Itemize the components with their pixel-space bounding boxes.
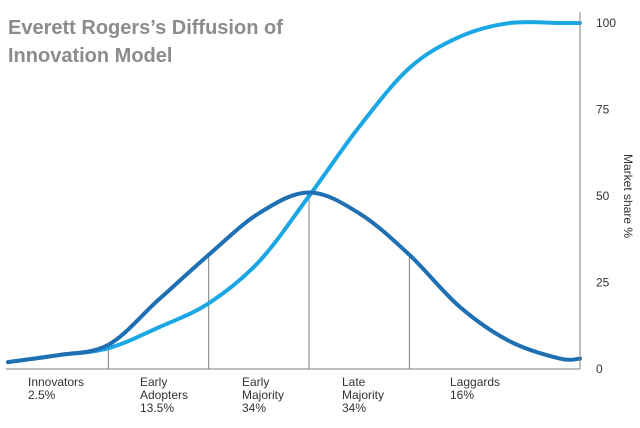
chart-title-line-2: Innovation Model (8, 45, 172, 67)
segment-label-line: Majority (342, 388, 384, 402)
curves (6, 19, 582, 365)
segment-label-line: Majority (242, 388, 284, 402)
segment-label-line: Early (140, 375, 167, 389)
segment-label-line: 13.5% (140, 401, 174, 415)
market-share-curve-line (6, 19, 582, 365)
y-tick-label: 0 (596, 362, 603, 376)
segment-label: Early Majority 34% (242, 375, 284, 415)
adoption-curve-line (6, 190, 582, 365)
segment-label-line: 2.5% (28, 388, 56, 402)
segment-boundaries (107, 192, 410, 369)
segment-label: Late Majority 34% (342, 375, 384, 415)
y-tick-label: 50 (596, 189, 610, 203)
segment-label-line: Late (342, 375, 366, 389)
segment-labels: Innovators 2.5%Early Adopters 13.5%Early Maj… (28, 375, 500, 415)
segment-label-line: Laggards (450, 375, 500, 389)
segment-label: Early Adopters 13.5% (140, 375, 188, 415)
y-tick-label: 25 (596, 276, 610, 290)
segment-label: Innovators 2.5% (28, 375, 84, 402)
chart-title: Everett Rogers’s Diffusion of Innovation… (8, 17, 283, 67)
segment-label-line: 34% (342, 401, 366, 415)
segment-label-line: Innovators (28, 375, 84, 389)
segment-label-line: Early (242, 375, 269, 389)
y-tick-label: 100 (596, 16, 616, 30)
y-axis-label: Market share % (621, 154, 635, 238)
segment-label-line: Adopters (140, 388, 188, 402)
y-axis-ticks: 0 25 50 75 100 (596, 16, 616, 376)
y-tick-label: 75 (596, 103, 610, 117)
segment-label-line: 34% (242, 401, 266, 415)
segment-label-line: 16% (450, 388, 474, 402)
chart-title-line-1: Everett Rogers’s Diffusion of (8, 17, 283, 39)
segment-label: Laggards 16% (450, 375, 500, 402)
